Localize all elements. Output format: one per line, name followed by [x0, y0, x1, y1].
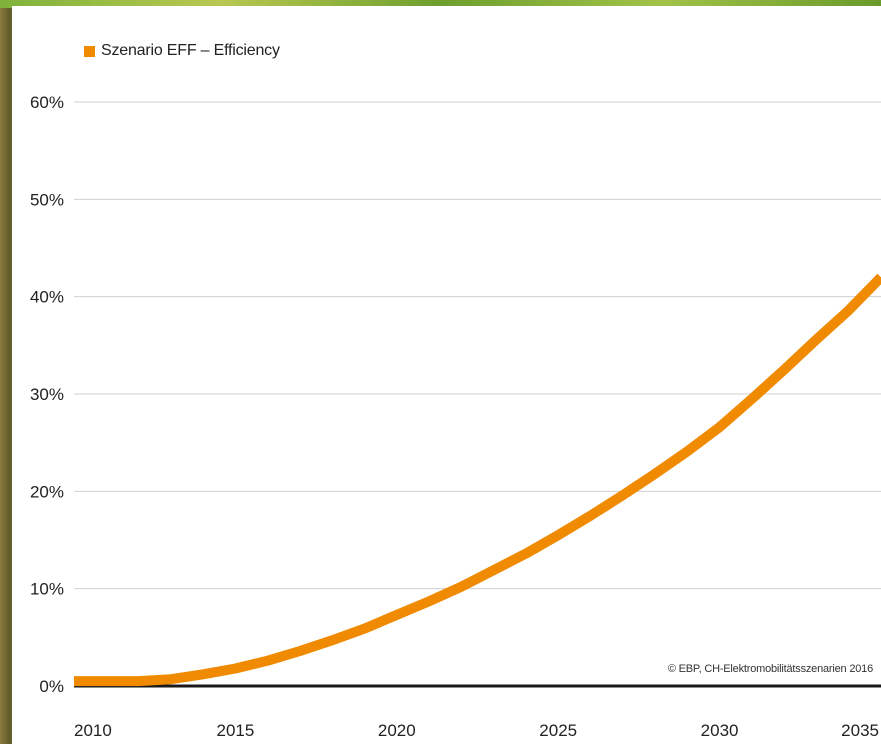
y-tick-labels: 0% 10% 20% 30% 40% 50% 60%	[30, 93, 64, 696]
x-tick-label: 2010	[74, 721, 112, 740]
y-tick-label: 10%	[30, 580, 64, 599]
gridlines	[74, 101, 881, 590]
series-lines	[74, 273, 881, 687]
x-tick-label: 2030	[701, 721, 739, 740]
x-tick-label: 2015	[216, 721, 254, 740]
legend-swatch	[84, 45, 95, 57]
chart-panel: 0% 10% 20% 30% 40% 50% 60% 2010 2015 2020 2025 203…	[12, 6, 881, 744]
y-tick-label: 20%	[30, 482, 64, 501]
x-tick-label: 2020	[378, 721, 416, 740]
source-credit: © EBP, CH-Elektromobilitätsszenarien 201…	[667, 663, 873, 675]
series-line-0	[74, 273, 881, 687]
y-tick-label: 0%	[39, 677, 64, 696]
y-tick-label: 30%	[30, 385, 64, 404]
x-tick-labels: 2010 2015 2020 2025 2030 2035	[74, 721, 879, 740]
x-tick-label: 2035	[841, 721, 879, 740]
x-tick-label: 2025	[539, 721, 577, 740]
top-green-strip	[0, 0, 881, 8]
legend-label: Szenario EFF – Efficiency	[101, 42, 280, 59]
line-chart: 0% 10% 20% 30% 40% 50% 60% 2010 2015 2020 2025 203…	[30, 93, 881, 740]
y-tick-label: 50%	[30, 190, 64, 209]
y-tick-label: 40%	[30, 288, 64, 307]
y-tick-label: 60%	[30, 93, 64, 112]
legend: Szenario EFF – Efficiency	[84, 42, 280, 60]
